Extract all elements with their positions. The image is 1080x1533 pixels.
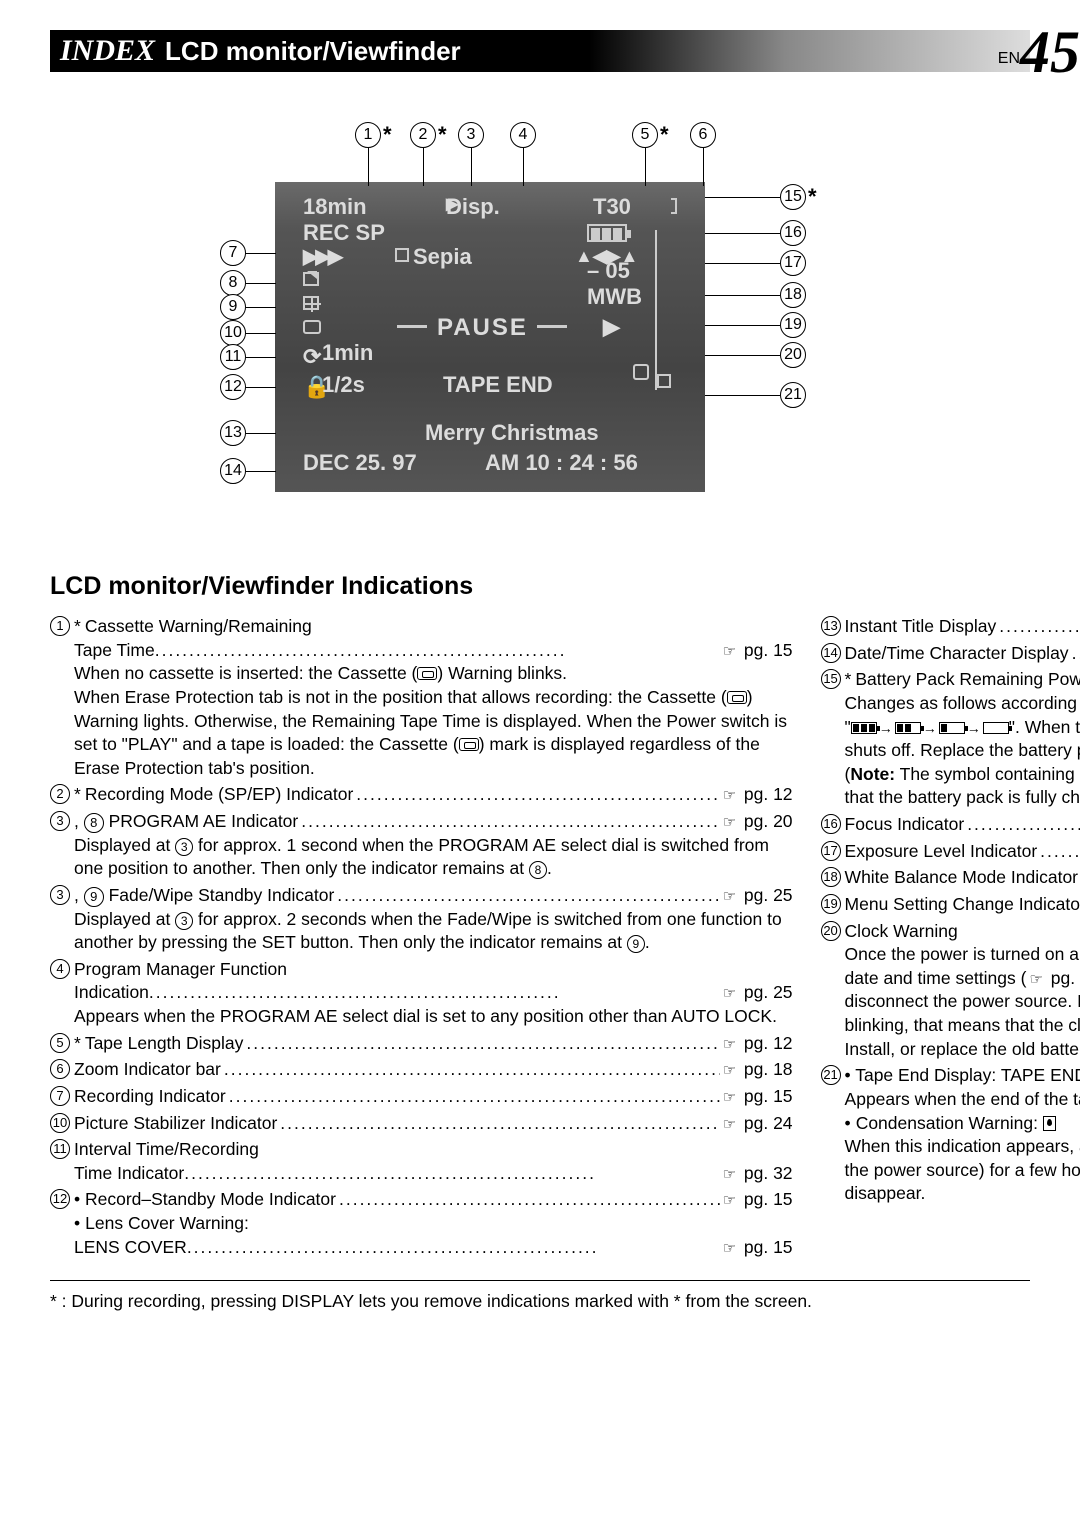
osd-rec-sp: REC SP <box>303 220 385 246</box>
index-entry: 3, 8 PROGRAM AE Indicator ..............… <box>50 810 793 881</box>
index-entry: 18White Balance Mode Indicator .........… <box>821 866 1080 890</box>
callout-4: 4 <box>510 122 536 148</box>
callout-15: 15 <box>780 184 806 210</box>
index-entry: 5*Tape Length Display ..................… <box>50 1032 793 1056</box>
callout-1: 1 <box>355 122 381 148</box>
callout-18: 18 <box>780 282 806 308</box>
header-bar: INDEX LCD monitor/Viewfinder <box>50 30 1030 72</box>
osd-interval: 1min <box>322 340 373 366</box>
page-lang: EN <box>998 50 1020 68</box>
index-entry: 14Date/Time Character Display ..........… <box>821 642 1080 666</box>
pause-line-left <box>397 325 427 328</box>
osd-tape-length: T30 <box>593 194 631 220</box>
program-ae-icon <box>303 272 319 286</box>
osd-rec-time: 1/2s <box>322 372 365 398</box>
fade-wipe-icon <box>303 296 319 310</box>
pause-line-right <box>537 325 567 328</box>
zoom-handle <box>671 198 677 214</box>
viewfinder-screen: 18min ▶Disp. T30 REC SP ▶▶▶ Sepia ▲◀▶▲ –… <box>275 182 705 492</box>
divider <box>50 1280 1030 1281</box>
condensation-icon <box>657 374 671 388</box>
osd-date: DEC 25. 97 <box>303 450 417 476</box>
page-number: 45 <box>1020 18 1080 87</box>
osd-title: Merry Christmas <box>425 420 599 446</box>
index-entry: 1*Cassette Warning/RemainingTape Time ..… <box>50 615 793 780</box>
callout-16: 16 <box>780 220 806 246</box>
index-entry: 19Menu Setting Change Indicator ........… <box>821 893 1080 917</box>
callout-13: 13 <box>220 420 246 446</box>
asterisk: * <box>383 122 392 148</box>
osd-recording-indicator: ▶▶▶ <box>303 244 340 269</box>
asterisk: * <box>660 122 669 148</box>
index-entry: 16Focus Indicator ......................… <box>821 813 1080 837</box>
callout-2: 2 <box>410 122 436 148</box>
asterisk: * <box>808 184 817 210</box>
menu-change-icon: ▶ <box>603 314 620 340</box>
osd-tape-end: TAPE END <box>443 372 553 398</box>
index-entry: 13Instant Title Display ................… <box>821 615 1080 639</box>
zoom-bar <box>655 230 657 390</box>
callout-19: 19 <box>780 312 806 338</box>
callout-7: 7 <box>220 240 246 266</box>
header-title: LCD monitor/Viewfinder <box>165 36 461 67</box>
callout-11: 11 <box>220 344 246 370</box>
index-entry: 7Recording Indicator ...................… <box>50 1085 793 1109</box>
index-entry: 2*Recording Mode (SP/EP) Indicator .....… <box>50 783 793 807</box>
header-index: INDEX <box>60 34 155 68</box>
section-title: LCD monitor/Viewfinder Indications <box>50 572 1030 601</box>
index-entry: 20Clock WarningOnce the power is turned … <box>821 920 1080 1062</box>
battery-icon <box>587 224 627 242</box>
index-entry: 4Program Manager FunctionIndication ....… <box>50 958 793 1029</box>
osd-tape-time: 18min <box>303 194 367 220</box>
footnote-text: * : During recording, pressing DISPLAY l… <box>50 1291 1030 1312</box>
left-column: 1*Cassette Warning/RemainingTape Time ..… <box>50 615 793 1262</box>
callout-9: 9 <box>220 294 246 320</box>
clock-icon <box>633 364 649 380</box>
right-column: 13Instant Title Display ................… <box>821 615 1080 1262</box>
timer-icon: ⟳ <box>303 344 321 370</box>
callout-6: 6 <box>690 122 716 148</box>
index-entry: 15*Battery Pack Remaining Power Indicato… <box>821 668 1080 810</box>
asterisk: * <box>438 122 447 148</box>
osd-sepia: Sepia <box>413 244 472 270</box>
sepia-icon <box>395 248 409 262</box>
index-entry: 6Zoom Indicator bar ....................… <box>50 1058 793 1082</box>
osd-time: AM 10 : 24 : 56 <box>485 450 638 476</box>
callout-8: 8 <box>220 270 246 296</box>
callout-12: 12 <box>220 374 246 400</box>
index-entry: 10Picture Stabilizer Indicator .........… <box>50 1112 793 1136</box>
index-entry: 11Interval Time/RecordingTime Indicator … <box>50 1138 793 1185</box>
osd-pause: PAUSE <box>437 314 528 342</box>
callout-20: 20 <box>780 342 806 368</box>
callout-17: 17 <box>780 250 806 276</box>
osd-exposure: – 05 <box>587 258 630 284</box>
viewfinder-diagram: 18min ▶Disp. T30 REC SP ▶▶▶ Sepia ▲◀▶▲ –… <box>50 122 1030 542</box>
callout-5: 5 <box>632 122 658 148</box>
index-entry: 3, 9 Fade/Wipe Standby Indicator .......… <box>50 884 793 955</box>
callout-10: 10 <box>220 320 246 346</box>
index-entry: 17Exposure Level Indicator .............… <box>821 840 1080 864</box>
callout-3: 3 <box>458 122 484 148</box>
index-entry: 21• Tape End Display: TAPE END .........… <box>821 1064 1080 1206</box>
stabilizer-icon <box>303 320 321 334</box>
osd-white-balance: MWB <box>587 284 642 310</box>
callout-21: 21 <box>780 382 806 408</box>
callout-14: 14 <box>220 458 246 484</box>
indication-columns: 1*Cassette Warning/RemainingTape Time ..… <box>50 615 1030 1262</box>
index-entry: 12• Record–Standby Mode Indicator ......… <box>50 1188 793 1259</box>
